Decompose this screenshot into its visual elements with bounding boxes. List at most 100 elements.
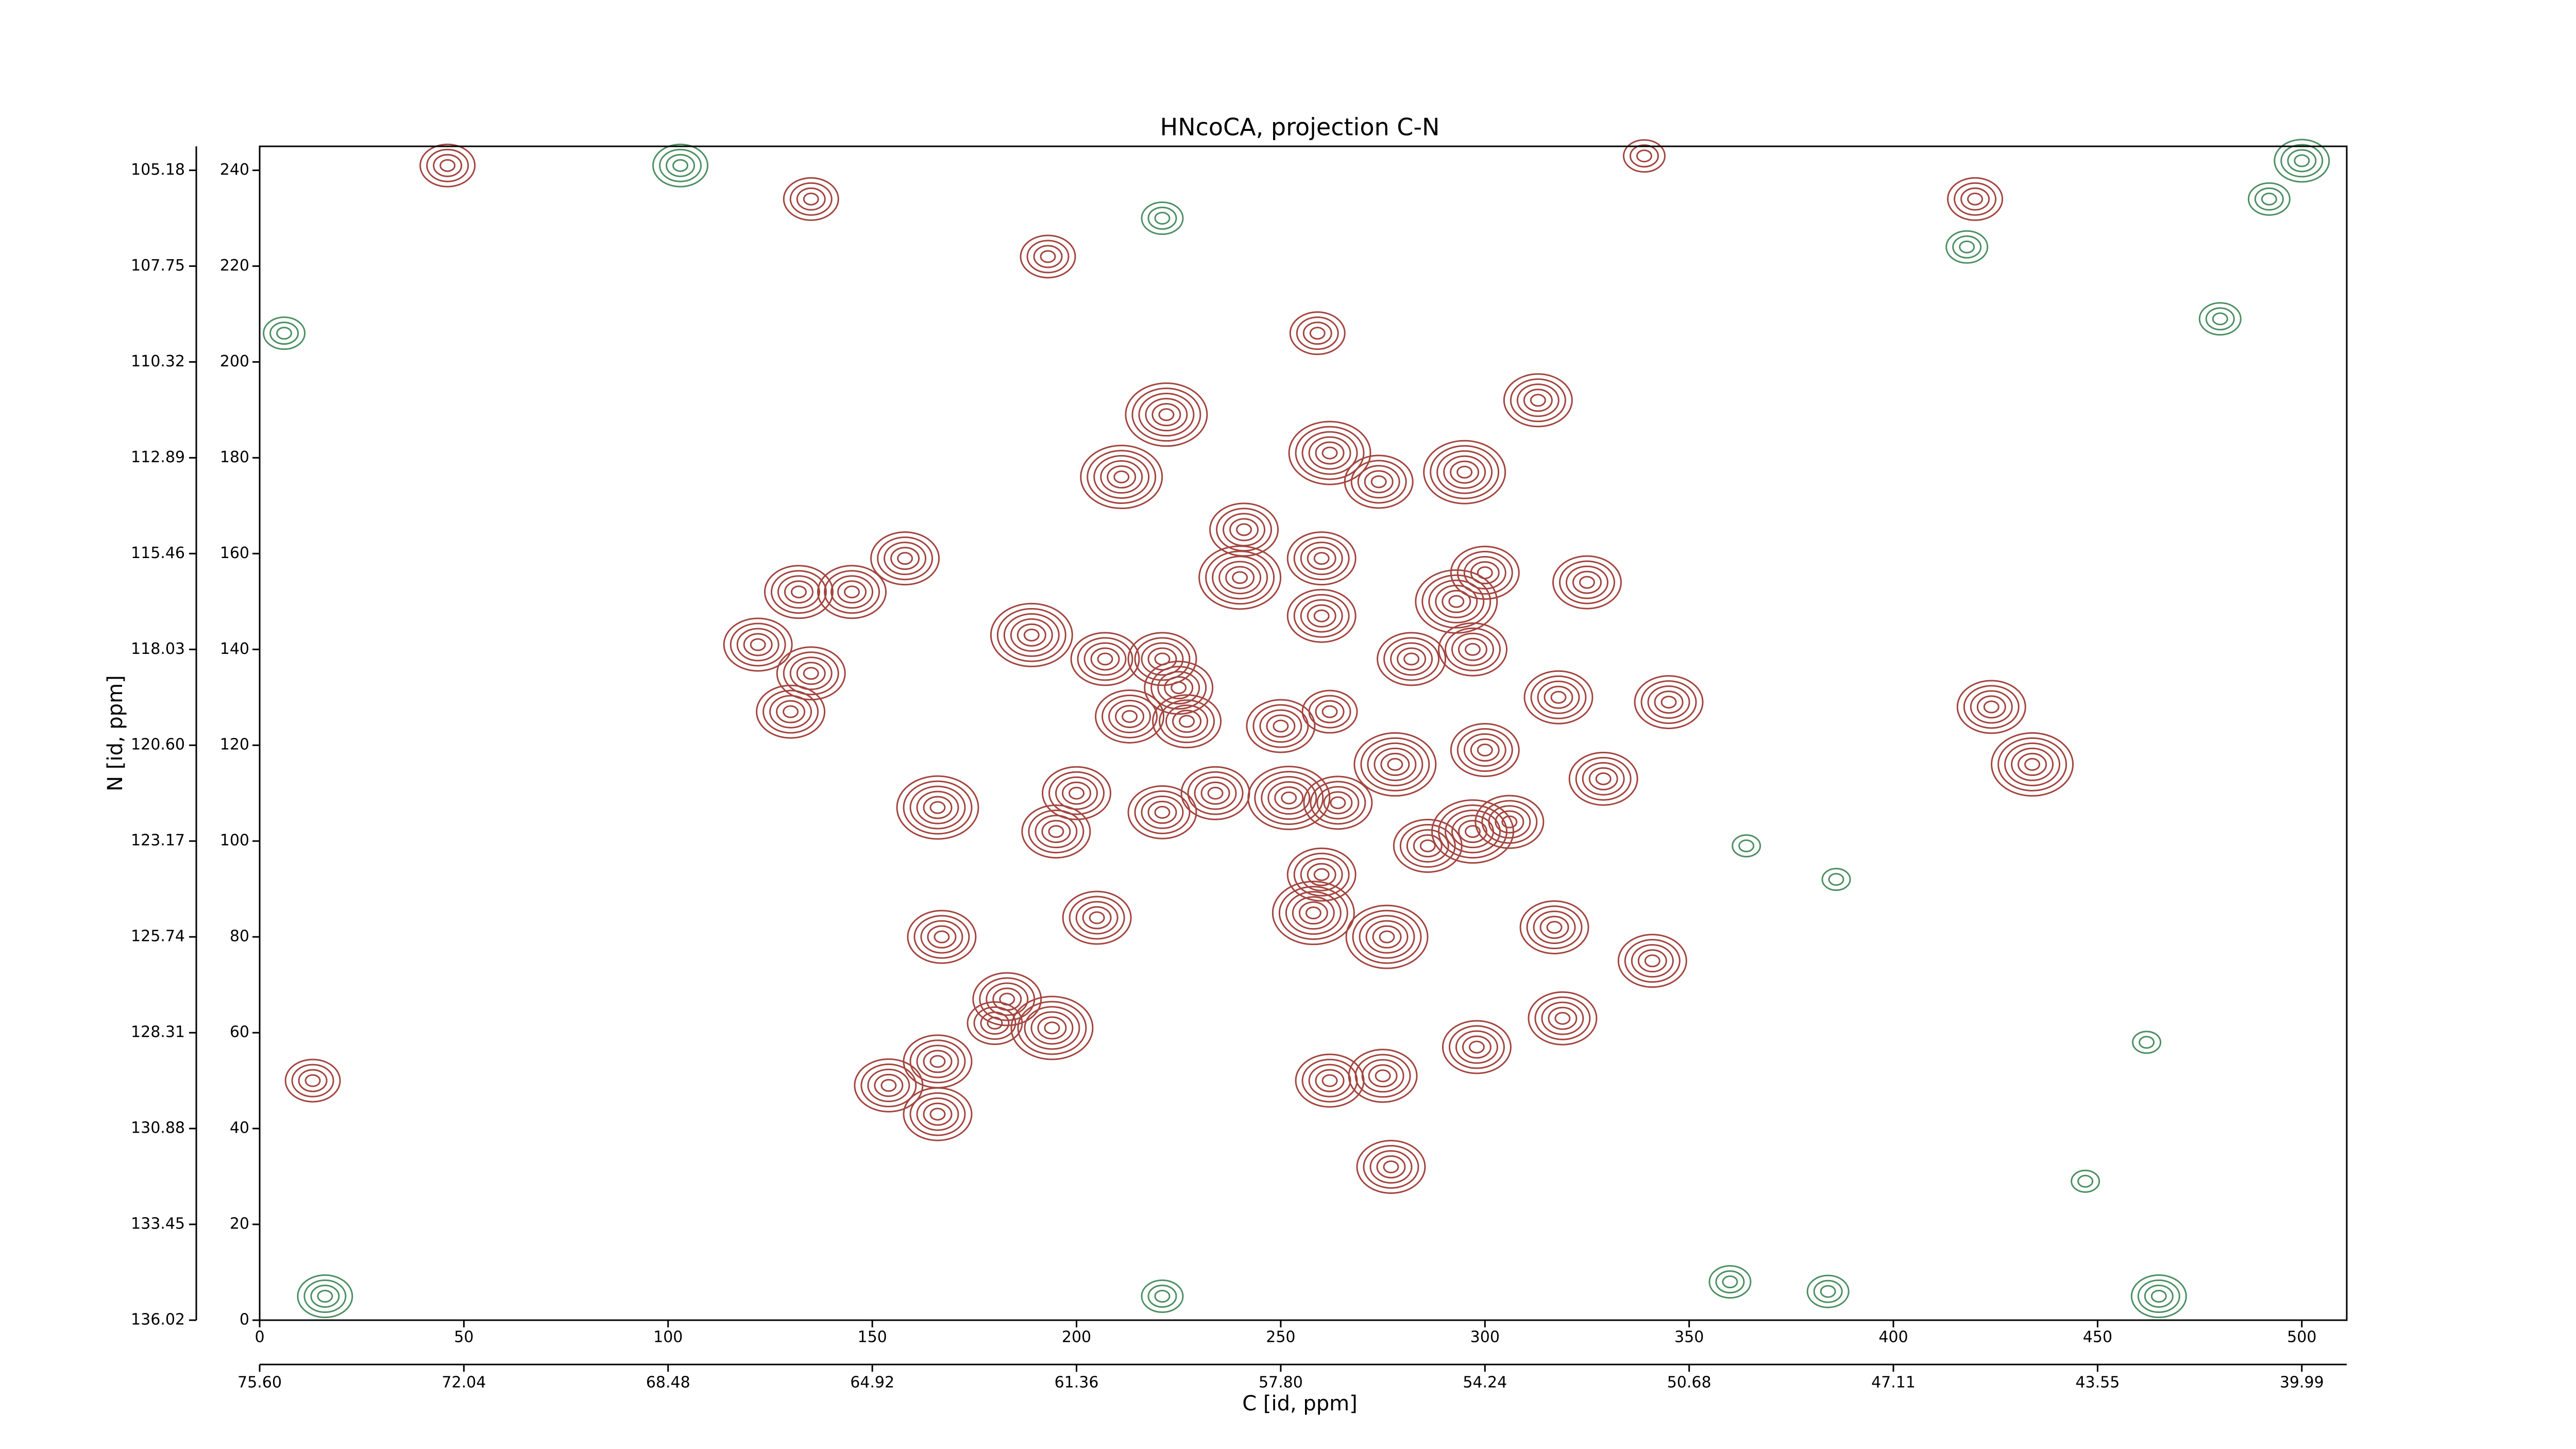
contour-ring [1289, 311, 1346, 356]
contour-ring [923, 796, 953, 819]
contour-ring [1323, 791, 1353, 815]
contour-ring [1307, 604, 1336, 628]
contour-ring [1636, 149, 1652, 163]
contour-ring [1313, 609, 1330, 622]
contour-ring [1225, 566, 1255, 589]
contour-ring [1963, 685, 2020, 729]
contour-ring [831, 575, 874, 609]
y2-tick-label: 112.89 [131, 448, 185, 466]
contour-ring [1387, 757, 1403, 771]
contour-ring [1048, 771, 1105, 815]
contour-ring [1451, 632, 1494, 666]
y-tick-label: 40 [230, 1119, 249, 1137]
contour-ring [1732, 834, 1761, 858]
contour-ring [2287, 149, 2317, 173]
x2-tick-label: 75.60 [238, 1374, 282, 1392]
contour-ring [896, 775, 979, 840]
contour-ring [1159, 699, 1215, 744]
contour-ring [1089, 911, 1105, 924]
contour-ring [1285, 891, 1342, 935]
contour-ring [867, 1068, 910, 1102]
contour-ring [1544, 685, 1573, 709]
contour-ring [1145, 398, 1188, 432]
y-tick-label: 180 [220, 448, 249, 466]
contour-ring [1510, 378, 1566, 423]
contour-ring [1470, 738, 1500, 762]
contour-ring [1463, 556, 1506, 590]
x-tick-label: 100 [653, 1328, 683, 1346]
x2-tick-label: 47.11 [1871, 1374, 1916, 1392]
contour-ring [1631, 944, 1674, 978]
contour-ring [303, 1279, 347, 1313]
contour-ring [1101, 694, 1158, 738]
contour-ring [870, 531, 940, 586]
contour-ring [1154, 1290, 1171, 1303]
contour-ring [913, 915, 970, 959]
x2-tick-label: 50.68 [1667, 1374, 1711, 1392]
contour-ring [1954, 182, 1997, 216]
contour-ring [776, 646, 846, 701]
contour-ring [1379, 930, 1395, 943]
contour-ring [297, 1274, 353, 1319]
contour-ring [439, 159, 456, 172]
contour-ring [1028, 810, 1084, 854]
contour-ring [1644, 954, 1660, 968]
contour-ring [1554, 1012, 1571, 1025]
contour-ring [1026, 240, 1070, 274]
contour-ring [1956, 680, 2026, 734]
contour-ring [844, 585, 860, 599]
x2-tick-label: 64.92 [850, 1374, 894, 1392]
contour-ring [1530, 675, 1587, 719]
y-tick-label: 60 [230, 1023, 249, 1041]
contour-ring [1107, 465, 1137, 489]
y-tick-label: 80 [230, 928, 249, 946]
plot-frame [259, 145, 2348, 1321]
contour-ring [1180, 766, 1250, 820]
contour-ring [1722, 1275, 1738, 1289]
contour-ring [1147, 647, 1177, 671]
contour-ring [1246, 699, 1316, 753]
contour-ring [1565, 565, 1608, 599]
contour-ring [1488, 805, 1531, 839]
contour-ring [1413, 834, 1443, 858]
contour-ring [1301, 1058, 1358, 1103]
contour-ring [1198, 545, 1282, 610]
contour-ring [784, 580, 814, 604]
contour-ring [1016, 623, 1046, 647]
contour-ring [1037, 1016, 1067, 1040]
contour-ring [1209, 502, 1279, 557]
contour-ring [1296, 316, 1339, 350]
contour-ring [1367, 742, 1423, 786]
contour-ring [756, 684, 826, 739]
contour-ring [1040, 250, 1056, 263]
contour-ring [2144, 1285, 2174, 1308]
x-tick-label: 50 [454, 1328, 473, 1346]
x2-tick-label: 72.04 [442, 1374, 486, 1392]
contour-ring [1530, 394, 1546, 407]
contour-ring [764, 565, 834, 619]
contour-ring [743, 633, 773, 656]
contour-ring [1370, 475, 1387, 488]
y-tick-label: 200 [220, 352, 249, 370]
contour-ring [1261, 776, 1317, 820]
contour-ring [916, 1097, 959, 1131]
contour-ring [1959, 240, 1975, 254]
contour-ring [1023, 628, 1040, 642]
contour-ring [1365, 920, 1409, 954]
contour-ring [1519, 900, 1589, 955]
contour-ring [762, 689, 819, 734]
contour-ring [796, 187, 826, 211]
contour-ring [1967, 192, 1984, 206]
contour-ring [1629, 144, 1659, 168]
contour-ring [1595, 772, 1612, 785]
contour-ring [1654, 690, 1684, 714]
x-tick-label: 200 [1062, 1328, 1091, 1346]
contour-ring [672, 159, 689, 172]
contour-ring [1983, 700, 1999, 714]
contour-ring [1301, 431, 1358, 475]
contour-ring [1468, 1040, 1485, 1054]
contour-ring [1456, 465, 1473, 479]
y2-tick-label: 120.60 [131, 736, 185, 754]
contour-ring [1533, 911, 1576, 945]
contour-ring [298, 1069, 328, 1092]
